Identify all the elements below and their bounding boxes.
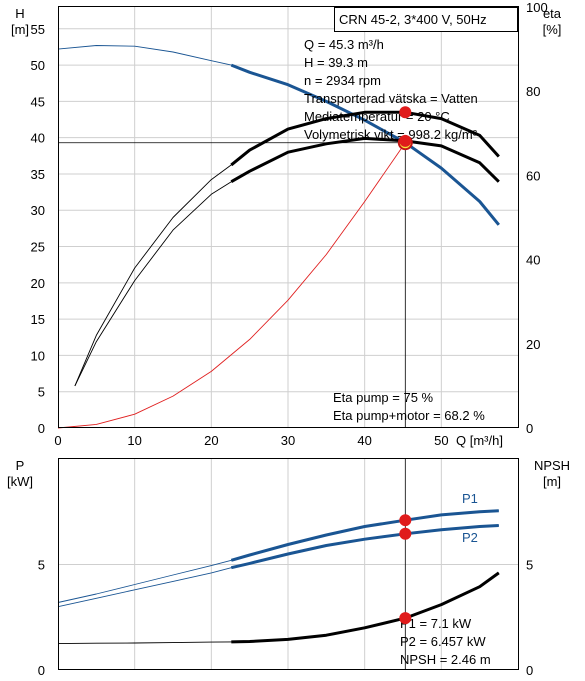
p1-series-label: P1	[462, 491, 478, 506]
curve-system-curve-full	[57, 142, 406, 429]
y-right-tick-label: 20	[526, 337, 540, 352]
eta-pump-info: Eta pump = 75 %	[333, 390, 434, 405]
bottom-chart-tick-labels: 0 5 0 5	[38, 558, 533, 679]
operating-point-markers	[397, 106, 413, 625]
power-npsh-marker	[399, 527, 412, 540]
x-tick-label: 10	[127, 433, 141, 448]
y-left-tick-label: 40	[31, 131, 45, 146]
curve-P2-full	[57, 525, 499, 608]
y-right-tick-label: 0	[526, 421, 533, 436]
y-left-tick-label: 35	[31, 167, 45, 182]
y-left-tick-label: 45	[31, 94, 45, 109]
x-tick-label: 20	[204, 433, 218, 448]
x-tick-label: 40	[357, 433, 371, 448]
y-left-tick-label: 25	[31, 240, 45, 255]
y-right-tick-label: 40	[526, 253, 540, 268]
bottom-chart-frame	[58, 458, 519, 670]
top-y-right-label-unit: [%]	[543, 22, 562, 37]
y-right-tick-label: 0	[526, 663, 533, 678]
npsh-info: NPSH = 2.46 m	[400, 652, 491, 667]
duty-info-temp: Mediatemperatur = 20 °C	[304, 109, 450, 124]
duty-info-n: n = 2934 rpm	[304, 73, 381, 88]
bottom-y-right-label-name: NPSH	[534, 458, 570, 473]
y-right-tick-label: 60	[526, 168, 540, 183]
y-left-tick-label: 55	[31, 22, 45, 37]
curve-H-operating	[230, 63, 500, 226]
top-y-right-label-name: eta	[543, 6, 562, 21]
power-npsh-marker	[399, 514, 412, 527]
bottom-y-left-label-unit: [kW]	[7, 474, 33, 489]
top-x-label: Q [m³/h]	[456, 433, 503, 448]
y-left-tick-label: 15	[31, 312, 45, 327]
top-y-left-label-name: H	[15, 6, 24, 21]
top-chart-grid	[58, 7, 518, 428]
bottom-chart-grid	[58, 459, 518, 670]
curve-NPSH-operating	[231, 571, 500, 644]
p1-info: P1 = 7.1 kW	[400, 616, 472, 631]
top-y-left-label-unit: [m]	[11, 22, 29, 37]
x-tick-label: 50	[434, 433, 448, 448]
top-chart-frame	[58, 6, 519, 428]
y-left-tick-label: 30	[31, 203, 45, 218]
y-left-tick-label: 20	[31, 276, 45, 291]
x-tick-label: 30	[281, 433, 295, 448]
curve-eta-pump-motor-full	[74, 137, 500, 387]
y-left-tick-label: 50	[31, 58, 45, 73]
top-chart-series	[57, 45, 500, 429]
duty-info-liquid: Transporterad vätska = Vatten	[304, 91, 478, 106]
top-chart-tick-labels: 0 10 20 30 40 50 0 5 10 15 20 25 30 35 40 45 50 55 0 20 40 60…	[31, 0, 548, 448]
duty-info-q: Q = 45.3 m³/h	[304, 37, 384, 52]
eta-info-block: Eta pump = 75 % Eta pump+motor = 68.2 %	[333, 390, 485, 423]
x-tick-label: 0	[54, 433, 61, 448]
bottom-chart-series	[57, 459, 500, 670]
duty-info-block: Q = 45.3 m³/h H = 39.3 m n = 2934 rpm Tr…	[304, 37, 478, 142]
curve-eta-pump-motor-operating	[230, 136, 500, 184]
curve-P1-operating	[230, 509, 499, 562]
efficiency-marker	[399, 106, 412, 119]
y-right-tick-label: 80	[526, 84, 540, 99]
bottom-y-right-label-unit: [m]	[543, 474, 561, 489]
y-left-tick-label: 10	[31, 348, 45, 363]
power-npsh-marker	[399, 612, 412, 625]
power-info-block: P1 = 7.1 kW P2 = 6.457 kW NPSH = 2.46 m	[400, 616, 491, 667]
pump-label: CRN 45-2, 3*400 V, 50Hz	[339, 12, 487, 27]
pump-label-box	[334, 7, 518, 32]
curve-P2-operating	[230, 524, 499, 570]
y-left-tick-label: 5	[38, 385, 45, 400]
efficiency-marker	[399, 134, 412, 147]
p2-series-label: P2	[462, 530, 478, 545]
y-left-tick-label: 0	[38, 421, 45, 436]
y-left-tick-label: 0	[38, 663, 45, 678]
p2-info: P2 = 6.457 kW	[400, 634, 486, 649]
bottom-y-left-label-name: P	[16, 458, 25, 473]
y-right-tick-label: 100	[526, 0, 548, 15]
duty-info-h: H = 39.3 m	[304, 55, 368, 70]
y-left-tick-label: 5	[38, 558, 45, 573]
y-right-tick-label: 5	[526, 558, 533, 573]
duty-info-density: Volymetrisk vikt = 998.2 kg/m³	[304, 127, 478, 142]
eta-pump-motor-info: Eta pump+motor = 68.2 %	[333, 408, 485, 423]
